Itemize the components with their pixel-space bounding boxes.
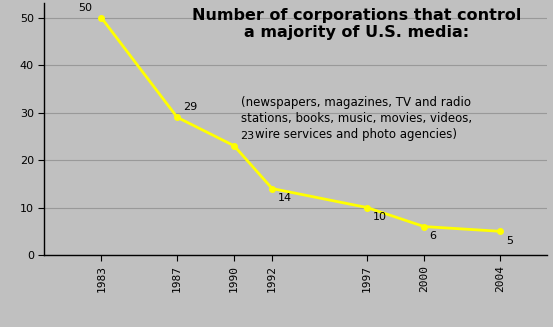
Text: 14: 14: [278, 193, 292, 203]
Text: 6: 6: [430, 231, 437, 241]
Text: 5: 5: [505, 235, 513, 246]
Text: Number of corporations that control
a majority of U.S. media:: Number of corporations that control a ma…: [191, 8, 521, 40]
Text: 50: 50: [78, 3, 92, 13]
Text: 23: 23: [240, 131, 254, 141]
Text: (newspapers, magazines, TV and radio
stations, books, music, movies, videos,
wir: (newspapers, magazines, TV and radio sta…: [241, 96, 472, 142]
Text: 29: 29: [183, 102, 197, 112]
Text: 10: 10: [373, 212, 387, 222]
